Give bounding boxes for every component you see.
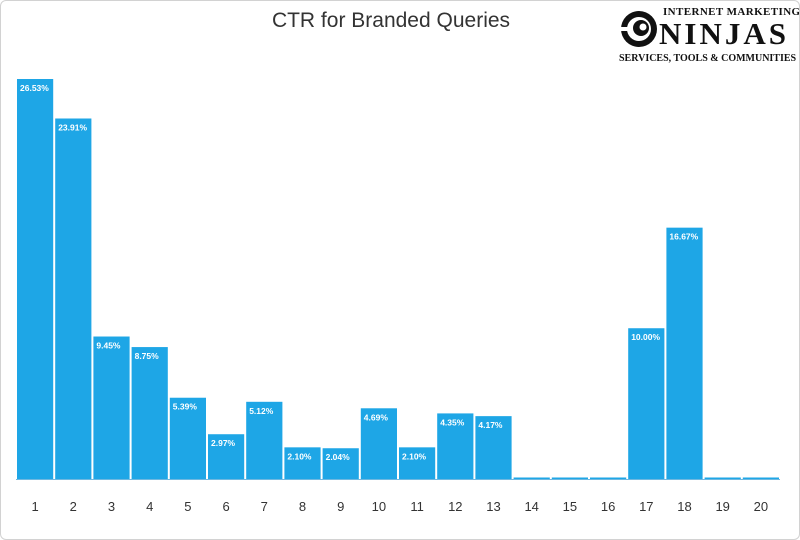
bar-value-label: 23.91% — [58, 123, 87, 133]
bar-8 — [284, 447, 321, 479]
x-tick-label: 13 — [486, 499, 500, 514]
x-tick-label: 17 — [639, 499, 653, 514]
bar-13 — [475, 416, 512, 479]
logo-text-sub: SERVICES, TOOLS & COMMUNITIES — [619, 53, 797, 64]
ninja-swirl-icon — [621, 11, 657, 47]
bar-7 — [246, 401, 283, 479]
brand-logo: INTERNET MARKETING NINJAS SERVICES, TOOL… — [619, 5, 799, 67]
x-tick-label: 7 — [261, 499, 268, 514]
bar-value-label: 2.10% — [402, 451, 427, 461]
bar-value-label: 4.69% — [364, 412, 389, 422]
bar-value-label: 0.00% — [708, 465, 733, 475]
x-tick-label: 14 — [524, 499, 538, 514]
bar-value-label: 4.35% — [440, 417, 465, 427]
bar-value-label: 0.00% — [555, 465, 580, 475]
bar-value-label: 2.97% — [211, 438, 236, 448]
bar-15 — [551, 477, 588, 479]
bar-value-label: 5.12% — [249, 406, 274, 416]
bar-value-label: 9.45% — [96, 341, 121, 351]
x-tick-label: 16 — [601, 499, 615, 514]
bar-1 — [17, 79, 54, 479]
x-tick-label: 6 — [222, 499, 229, 514]
x-tick-label: 20 — [754, 499, 768, 514]
x-tick-label: 12 — [448, 499, 462, 514]
bar-2 — [55, 118, 92, 479]
bar-20 — [742, 477, 779, 479]
logo-text-main: NINJAS — [659, 16, 789, 51]
x-tick-label: 3 — [108, 499, 115, 514]
bar-17 — [628, 328, 665, 479]
bar-value-label: 16.67% — [669, 232, 698, 242]
bar-value-label: 10.00% — [631, 332, 660, 342]
bar-value-label: 4.17% — [478, 420, 503, 430]
bar-value-label: 8.75% — [135, 351, 160, 361]
bar-10 — [360, 408, 397, 479]
bar-value-label: 2.04% — [326, 452, 351, 462]
x-tick-label: 15 — [563, 499, 577, 514]
bar-value-label: 0.00% — [517, 465, 542, 475]
bar-value-label: 2.10% — [287, 451, 312, 461]
bar-value-label: 26.53% — [20, 83, 49, 93]
x-tick-label: 1 — [31, 499, 38, 514]
x-tick-label: 8 — [299, 499, 306, 514]
x-tick-label: 5 — [184, 499, 191, 514]
x-tick-label: 18 — [677, 499, 691, 514]
bar-value-label: 0.00% — [593, 465, 618, 475]
bar-14 — [513, 477, 550, 479]
bar-11 — [399, 447, 436, 479]
bar-12 — [437, 413, 474, 479]
x-tick-label: 11 — [410, 499, 424, 514]
x-tick-label: 19 — [715, 499, 729, 514]
bar-16 — [590, 477, 627, 479]
x-tick-label: 10 — [372, 499, 386, 514]
logo-text-top: INTERNET MARKETING — [663, 6, 800, 18]
x-tick-label: 9 — [337, 499, 344, 514]
chart-title: CTR for Branded Queries — [271, 9, 511, 32]
x-tick-label: 2 — [70, 499, 77, 514]
bar-18 — [666, 227, 703, 479]
bar-3 — [93, 336, 130, 479]
bar-value-label: 5.39% — [173, 402, 198, 412]
bar-19 — [704, 477, 741, 479]
bar-9 — [322, 448, 359, 479]
x-tick-label: 4 — [146, 499, 153, 514]
bar-4 — [131, 347, 168, 479]
bar-5 — [169, 397, 206, 479]
bar-value-label: 0.00% — [746, 465, 771, 475]
bar-6 — [208, 434, 245, 479]
